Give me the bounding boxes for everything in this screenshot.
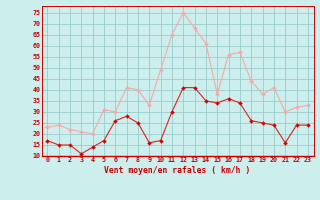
X-axis label: Vent moyen/en rafales ( km/h ): Vent moyen/en rafales ( km/h ) — [104, 166, 251, 175]
